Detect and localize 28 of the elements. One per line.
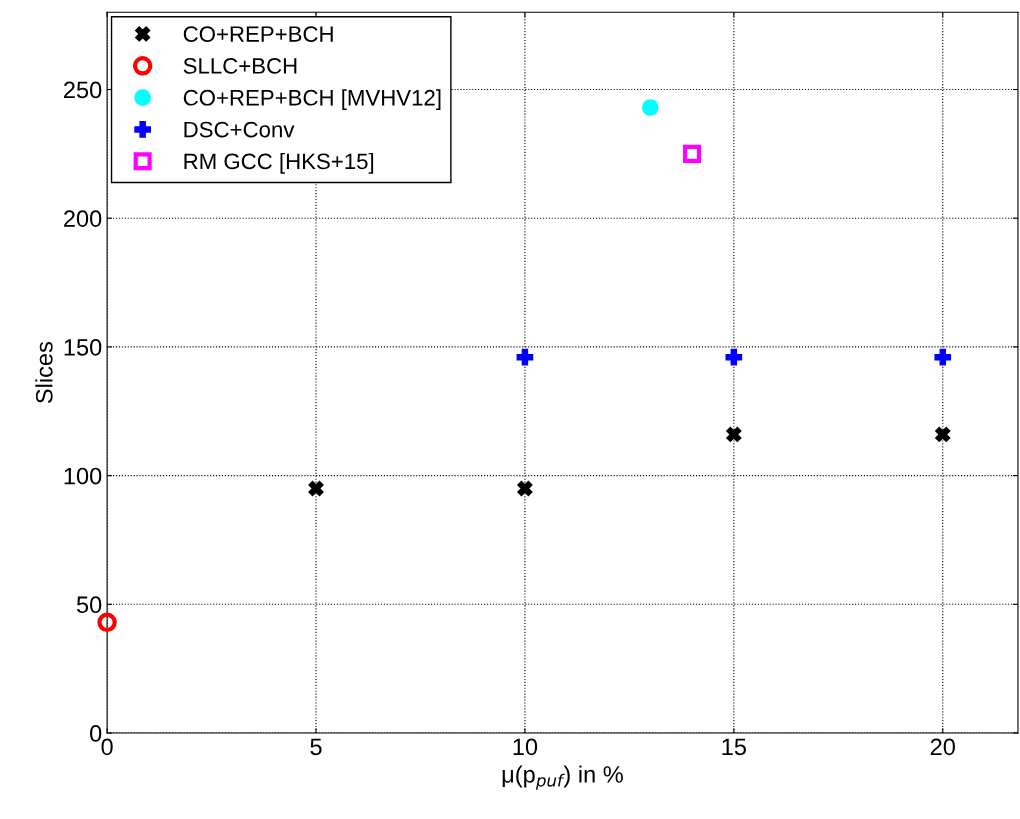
point xyxy=(641,99,659,116)
point xyxy=(683,144,702,163)
point xyxy=(935,426,951,443)
y-tick-label: 50 xyxy=(76,596,102,614)
legend-label: CO+REP+BCH [MVHV12] xyxy=(183,89,441,110)
x-tick-label: 0 xyxy=(101,738,113,756)
x-tick-label: 5 xyxy=(310,738,322,756)
x-tick-label: 10 xyxy=(513,738,538,756)
legend-label: DSC+Conv xyxy=(184,121,295,138)
y-tick-label: 150 xyxy=(64,338,102,356)
x-tick-label: 15 xyxy=(722,738,746,756)
x-tick-label: 20 xyxy=(930,738,955,756)
point xyxy=(725,348,743,366)
y-tick-label: 250 xyxy=(64,81,102,99)
legend-label: SLLC+BCH xyxy=(183,58,297,74)
point xyxy=(934,348,952,366)
y-axis-title: Slices xyxy=(35,342,53,404)
legend-label: RM GCC [HKS+15] xyxy=(184,152,374,174)
y-tick-label: 100 xyxy=(64,467,102,485)
x-axis-title: μ(p$_{puf}$) in % xyxy=(502,765,623,790)
y-tick-label: 0 xyxy=(90,725,102,742)
point xyxy=(97,612,117,633)
point xyxy=(308,480,324,497)
point xyxy=(726,426,742,443)
y-tick-label: 200 xyxy=(64,210,102,227)
legend-label: CO+REP+BCH xyxy=(183,26,333,42)
point xyxy=(516,348,534,366)
point xyxy=(517,480,533,497)
